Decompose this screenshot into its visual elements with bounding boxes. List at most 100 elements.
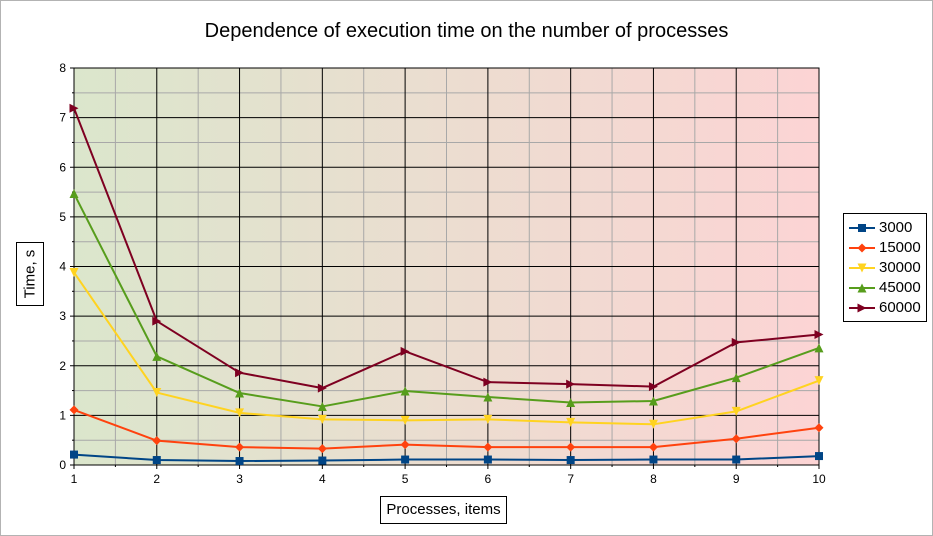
data-point-60000 [69, 103, 79, 113]
data-point-15000 [566, 442, 576, 452]
data-point-30000 [483, 414, 493, 424]
data-point-45000 [566, 397, 576, 407]
data-point-45000 [731, 373, 741, 383]
series-line-15000 [73, 408, 820, 450]
x-tick-label: 1 [71, 472, 78, 486]
data-point-15000 [731, 434, 741, 444]
x-tick-label: 4 [319, 472, 326, 486]
data-point-30000 [235, 408, 245, 418]
series-45000 [69, 189, 824, 411]
legend-marker [857, 263, 867, 273]
y-tick-label: 3 [59, 309, 66, 323]
legend-swatch [849, 283, 875, 293]
data-point-30000 [317, 414, 327, 424]
chart-title: Dependence of execution time on the numb… [204, 20, 729, 42]
legend: 3000 15000 30000 45000 60000 [843, 213, 927, 322]
y-axis-label-box: Time, s [16, 242, 44, 306]
legend-marker [858, 224, 866, 232]
series-15000 [69, 405, 824, 454]
data-point-15000 [648, 442, 658, 452]
y-tick-label: 0 [59, 458, 66, 472]
y-axis-label: Time, s [21, 249, 39, 299]
data-point-60000 [483, 377, 493, 387]
data-point-3000 [649, 455, 658, 464]
series-line-3000 [73, 453, 820, 463]
data-point-3000 [566, 456, 575, 465]
data-point-30000 [814, 376, 824, 386]
x-tick-label: 10 [812, 472, 826, 486]
data-point-60000 [152, 316, 162, 326]
x-axis-label: Processes, items [380, 496, 507, 524]
data-point-3000 [70, 450, 78, 459]
data-point-15000 [317, 444, 327, 454]
y-tick-label: 2 [59, 359, 66, 373]
legend-marker [857, 303, 867, 313]
legend-item-30000: 30000 [848, 258, 924, 278]
legend-label: 45000 [879, 279, 921, 296]
data-point-60000 [648, 382, 658, 392]
legend-swatch [849, 303, 875, 313]
data-point-15000 [814, 423, 824, 433]
data-point-15000 [483, 442, 493, 452]
y-tick-label: 6 [59, 160, 66, 174]
legend-item-15000: 15000 [848, 238, 924, 258]
x-tick-label: 2 [153, 472, 160, 486]
y-tick-label: 4 [59, 260, 66, 274]
data-point-15000 [69, 405, 79, 415]
x-tick-label: 9 [733, 472, 740, 486]
data-point-30000 [731, 406, 741, 416]
data-point-45000 [400, 386, 410, 396]
data-point-3000 [318, 456, 327, 465]
data-point-30000 [400, 415, 410, 425]
legend-swatch [849, 263, 875, 273]
legend-item-3000: 3000 [848, 218, 924, 238]
data-point-60000 [400, 346, 410, 356]
series-line-60000 [73, 107, 820, 390]
series-line-45000 [73, 193, 820, 408]
data-point-60000 [235, 368, 245, 378]
legend-marker [857, 283, 867, 293]
data-point-30000 [152, 388, 162, 398]
data-point-15000 [152, 436, 162, 446]
data-point-30000 [648, 419, 658, 429]
y-tick-label: 7 [59, 111, 66, 125]
data-point-45000 [814, 343, 824, 353]
data-point-45000 [317, 401, 327, 411]
data-point-30000 [69, 267, 79, 277]
data-point-45000 [648, 396, 658, 406]
series-3000 [70, 450, 823, 466]
legend-marker [857, 243, 867, 253]
legend-label: 3000 [879, 219, 913, 236]
series-30000 [69, 267, 824, 429]
data-point-3000 [152, 456, 161, 465]
legend-item-45000: 45000 [848, 278, 924, 298]
data-point-30000 [566, 417, 576, 427]
legend-item-60000: 60000 [848, 298, 924, 318]
data-point-45000 [69, 189, 79, 199]
data-point-3000 [815, 452, 823, 461]
x-tick-label: 3 [236, 472, 243, 486]
legend-label: 30000 [879, 259, 921, 276]
y-tick-label: 5 [59, 210, 66, 224]
data-point-3000 [401, 455, 410, 464]
legend-label: 15000 [879, 239, 921, 256]
x-tick-label: 7 [567, 472, 574, 486]
series-60000 [69, 103, 824, 393]
data-point-3000 [483, 455, 492, 464]
legend-swatch [849, 243, 875, 253]
y-tick-label: 1 [59, 408, 66, 422]
y-tick-label: 8 [59, 61, 66, 75]
data-point-45000 [483, 392, 493, 402]
series-line-30000 [73, 271, 820, 426]
data-point-60000 [317, 383, 327, 393]
data-point-15000 [400, 440, 410, 450]
x-tick-label: 5 [402, 472, 409, 486]
data-point-3000 [732, 455, 741, 464]
legend-label: 60000 [879, 299, 921, 316]
legend-swatch [849, 224, 875, 232]
x-tick-label: 8 [650, 472, 657, 486]
data-point-60000 [731, 337, 741, 347]
data-point-60000 [814, 329, 824, 339]
data-point-45000 [235, 388, 245, 398]
